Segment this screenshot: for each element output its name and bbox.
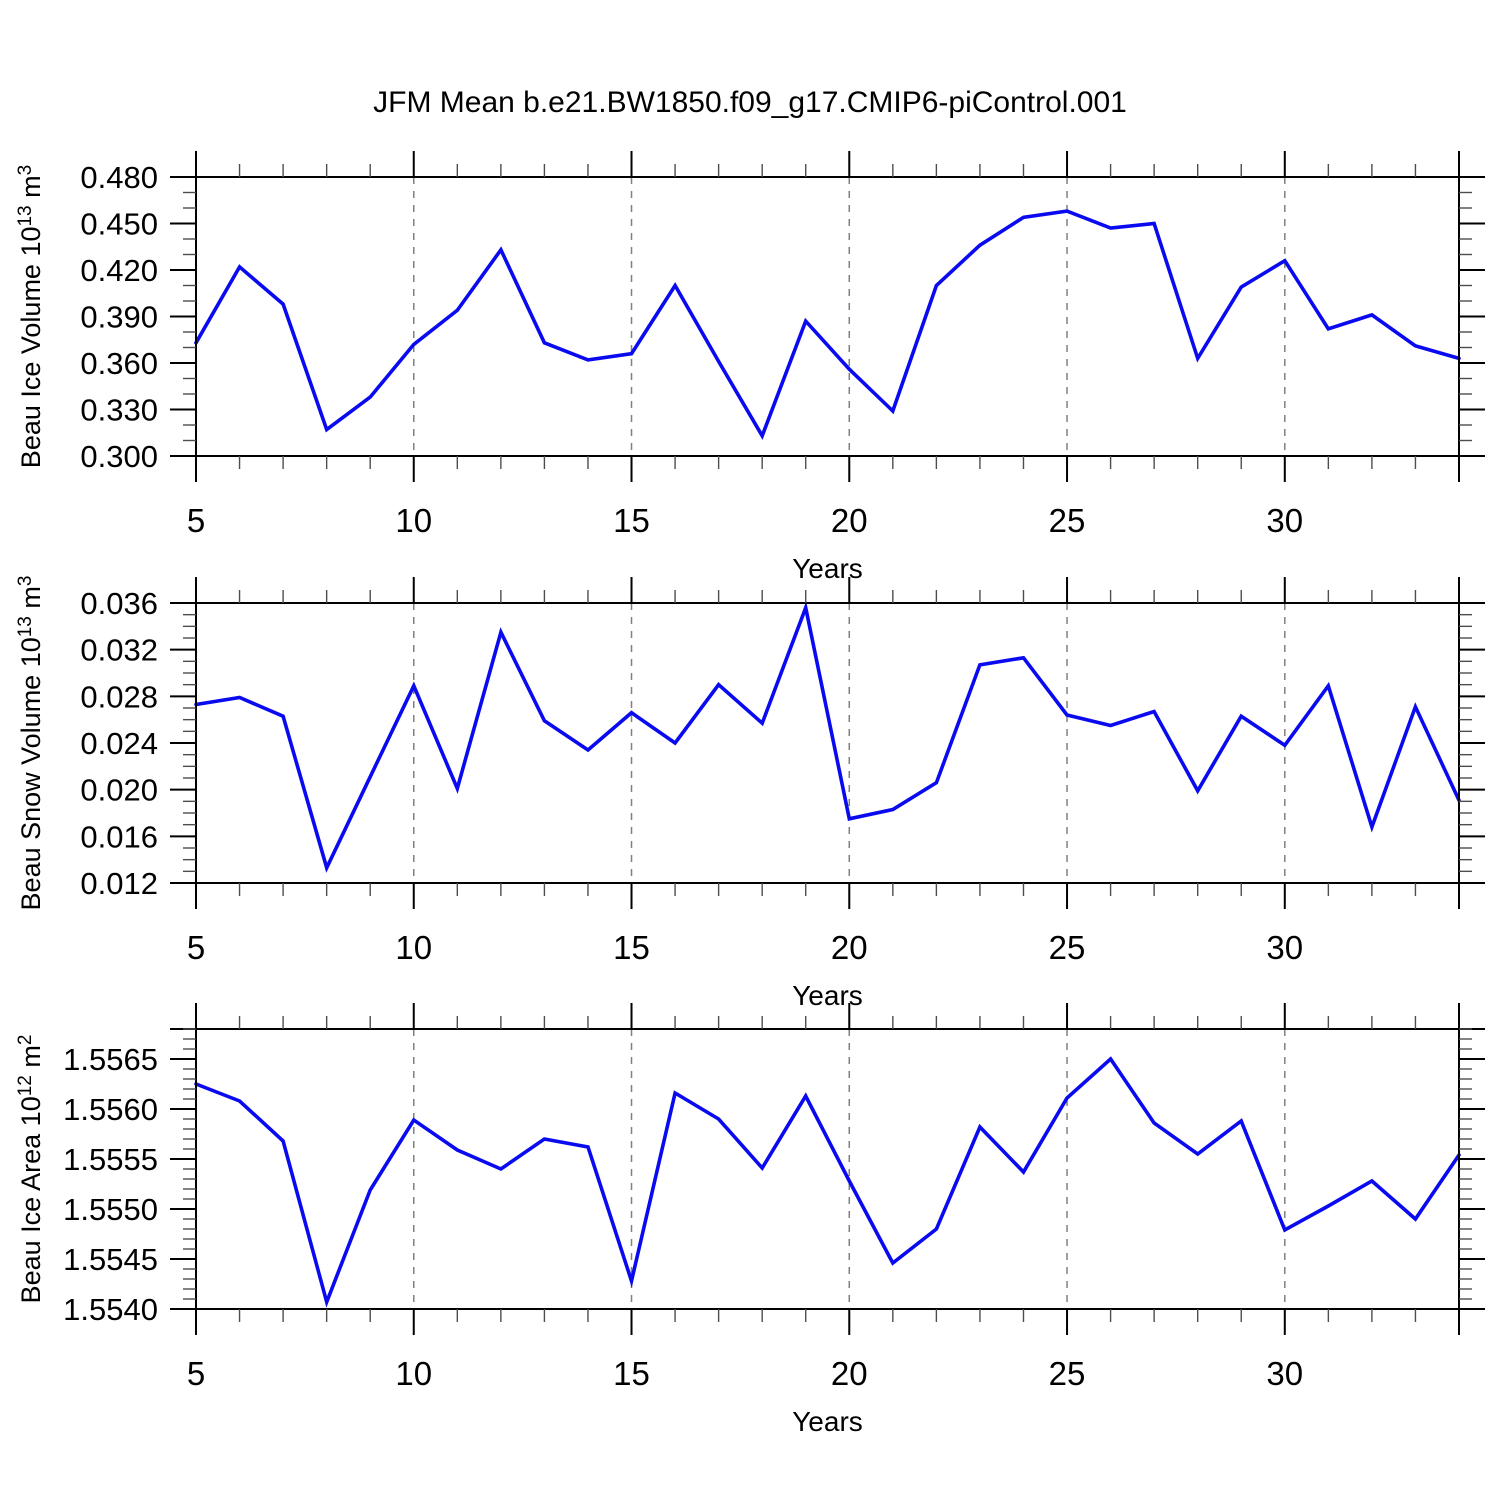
figure-title: JFM Mean b.e21.BW1850.f09_g17.CMIP6-piCo… xyxy=(373,86,1127,119)
y-tick-label: 1.5540 xyxy=(63,1292,158,1327)
x-tick-label: 15 xyxy=(613,1355,650,1392)
x-tick-label: 30 xyxy=(1266,929,1303,966)
x-tick-label: 15 xyxy=(613,502,650,539)
y-tick-label: 0.032 xyxy=(80,633,158,668)
x-tick-label: 20 xyxy=(831,1355,868,1392)
x-tick-label: 25 xyxy=(1049,1355,1086,1392)
y-axis-title: Beau Ice Area 1012 m2 xyxy=(15,1035,46,1304)
y-tick-label: 0.028 xyxy=(80,679,158,714)
data-series-line xyxy=(194,209,1461,440)
x-tick-label: 10 xyxy=(395,502,432,539)
x-axis-title: Years xyxy=(792,553,863,584)
panel-beau-snow-volume: 0.012 0.016 0.020 0.024 0.028 0.032 0.036 5 10 15… xyxy=(15,576,1485,1011)
data-series-line xyxy=(194,601,1461,873)
y-tick-label: 0.420 xyxy=(80,253,158,288)
x-tick-label: 20 xyxy=(831,502,868,539)
x-tick-label: 30 xyxy=(1266,502,1303,539)
y-tick-label: 0.016 xyxy=(80,819,158,854)
x-axis-title: Years xyxy=(792,1406,863,1437)
y-tick-label: 0.450 xyxy=(80,207,158,242)
y-axis-title: Beau Ice Volume 1013 m3 xyxy=(15,165,46,468)
y-tick-label: 1.5545 xyxy=(63,1242,158,1277)
y-tick-label: 1.5555 xyxy=(63,1142,158,1177)
x-axis-title: Years xyxy=(792,980,863,1011)
y-tick-label: 0.012 xyxy=(80,866,158,901)
y-tick-label: 0.024 xyxy=(80,726,158,761)
y-tick-label: 0.480 xyxy=(80,160,158,195)
x-tick-label: 20 xyxy=(831,929,868,966)
y-tick-label: 0.300 xyxy=(80,439,158,474)
x-tick-label: 30 xyxy=(1266,1355,1303,1392)
y-tick-label: 1.5565 xyxy=(63,1042,158,1077)
x-tick-label: 5 xyxy=(187,929,205,966)
y-tick-label: 1.5560 xyxy=(63,1092,158,1127)
x-tick-label: 10 xyxy=(395,929,432,966)
x-tick-label: 25 xyxy=(1049,929,1086,966)
panel-beau-ice-area: 1.5540 1.5545 1.5550 1.5555 1.5560 1.5565 5 10 1… xyxy=(15,1003,1485,1437)
x-tick-label: 15 xyxy=(613,929,650,966)
data-series-line xyxy=(194,1056,1461,1308)
y-tick-label: 0.020 xyxy=(80,773,158,808)
x-tick-label: 5 xyxy=(187,502,205,539)
y-axis-title: Beau Snow Volume 1013 m3 xyxy=(15,576,46,911)
y-tick-label: 0.360 xyxy=(80,346,158,381)
x-tick-label: 25 xyxy=(1049,502,1086,539)
y-tick-label: 0.036 xyxy=(80,586,158,621)
x-tick-label: 5 xyxy=(187,1355,205,1392)
panel-beau-ice-volume: 0.300 0.330 0.360 0.390 0.420 0.450 0.480 5 10 15… xyxy=(15,151,1485,584)
x-tick-label: 10 xyxy=(395,1355,432,1392)
y-tick-label: 0.390 xyxy=(80,300,158,335)
y-tick-label: 0.330 xyxy=(80,393,158,428)
y-tick-label: 1.5550 xyxy=(63,1192,158,1227)
